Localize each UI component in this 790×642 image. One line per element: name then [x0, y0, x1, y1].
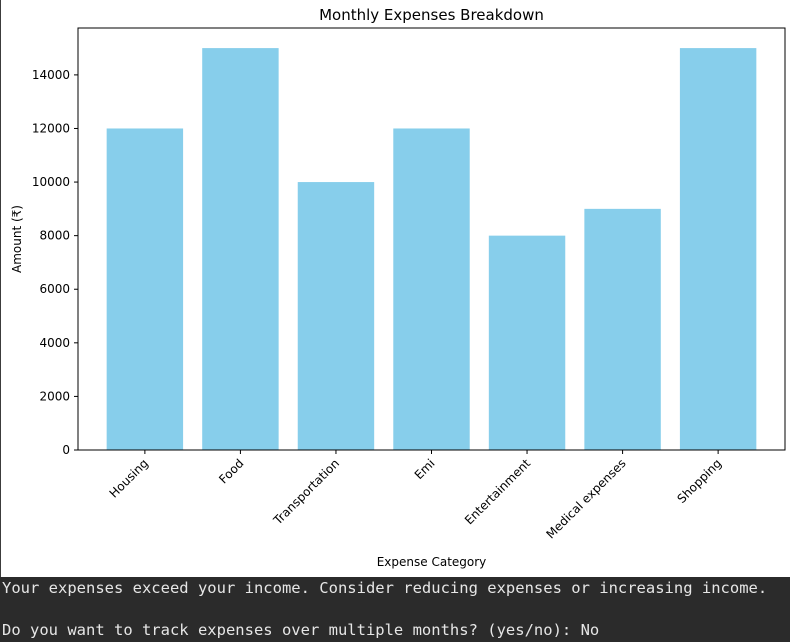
x-tick-label: Shopping — [674, 456, 724, 506]
bar-food — [202, 48, 279, 450]
prompt-text: Do you want to track expenses over multi… — [2, 621, 581, 639]
x-ticks: Housing Food Transportation Emi Entertainmen… — [107, 450, 724, 541]
y-tick-label: 8000 — [39, 229, 70, 243]
x-tick-label: Medical expenses — [543, 456, 628, 541]
bar-transportation — [297, 182, 375, 451]
x-tick-label: Housing — [107, 456, 151, 500]
bar-emi — [393, 128, 470, 450]
x-tick-label: Emi — [412, 456, 438, 482]
bar-medical-expenses — [584, 208, 661, 450]
prompt-input[interactable] — [580, 621, 641, 639]
x-tick-label: Entertainment — [462, 456, 533, 527]
chart-panel: 0 2000 4000 6000 8000 10000 12000 14000 Housing… — [0, 0, 786, 577]
y-tick-label: 6000 — [39, 282, 70, 296]
bar-housing — [106, 128, 184, 450]
x-axis-label: Expense Category — [377, 555, 487, 569]
bars-layer — [106, 48, 757, 451]
prompt-line: Do you want to track expenses over multi… — [2, 619, 641, 641]
console-output: Your expenses exceed your income. Consid… — [0, 577, 790, 642]
warning-message: Your expenses exceed your income. Consid… — [2, 579, 768, 597]
y-tick-label: 10000 — [32, 175, 70, 189]
y-tick-label: 12000 — [32, 121, 70, 135]
y-tick-label: 14000 — [32, 68, 70, 82]
y-tick-label: 4000 — [39, 336, 70, 350]
y-tick-label: 2000 — [39, 389, 70, 403]
bar-shopping — [679, 48, 757, 450]
y-tick-label: 0 — [62, 443, 70, 457]
chart-title: Monthly Expenses Breakdown — [319, 6, 544, 24]
bar-entertainment — [488, 235, 566, 450]
bar-chart: 0 2000 4000 6000 8000 10000 12000 14000 Housing… — [10, 6, 786, 569]
x-tick-label: Food — [216, 456, 246, 486]
y-axis-label: Amount (₹) — [10, 205, 24, 273]
y-ticks: 0 2000 4000 6000 8000 10000 12000 14000 — [32, 68, 78, 457]
x-tick-label: Transportation — [270, 456, 342, 528]
